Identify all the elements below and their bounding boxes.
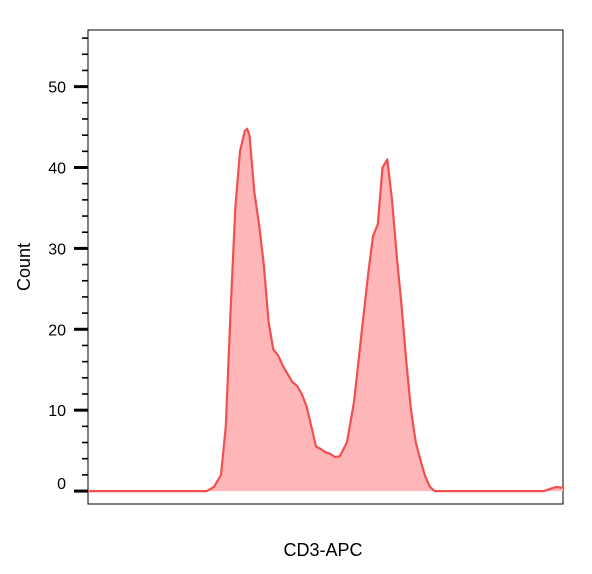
histogram-line [88,127,564,493]
x-axis-title: CD3-APC [283,540,362,560]
y-tick-label: 20 [48,322,66,339]
y-axis-title: Count [14,243,34,291]
y-tick-label: 10 [48,403,66,420]
y-tick-label: 0 [57,476,66,493]
y-axis-ticks [74,37,88,493]
y-tick-label: 40 [48,161,66,178]
plot-frame [87,29,564,505]
y-tick-label: 30 [48,241,66,258]
histogram-area [88,128,563,492]
y-axis-tick-labels: 0 10 20 30 40 50 [48,80,66,493]
y-tick-label: 50 [48,80,66,97]
